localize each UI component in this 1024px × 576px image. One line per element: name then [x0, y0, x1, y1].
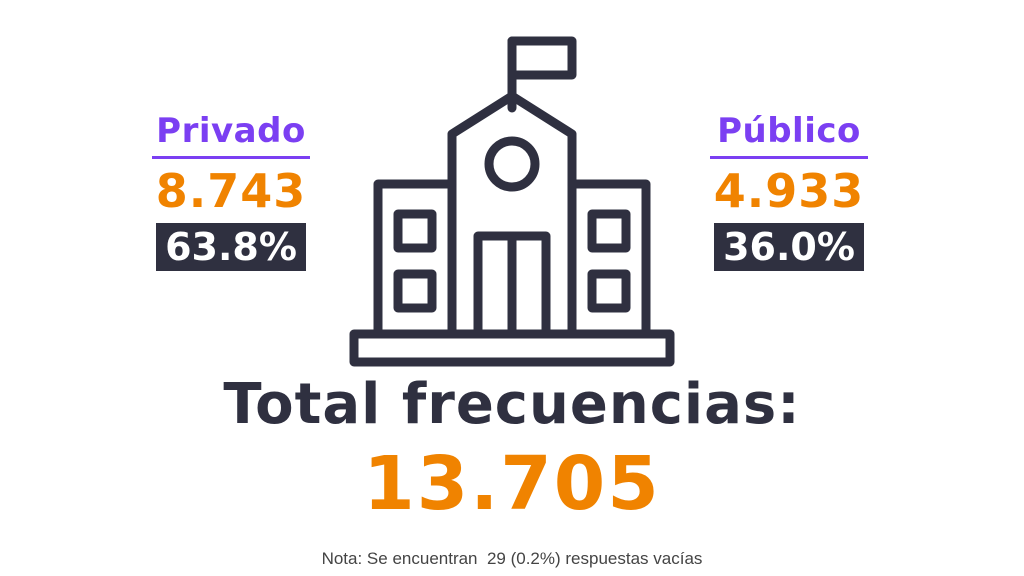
school-building-icon — [349, 36, 675, 367]
publico-label: Público — [710, 110, 868, 159]
note-text: Nota: Se encuentran 29 (0.2%) respuestas… — [321, 549, 703, 568]
privado-value: 8.743 — [155, 164, 307, 218]
publico-block: Público 4.933 36.0% — [704, 110, 874, 271]
total-label: Total frecuencias: — [223, 372, 801, 437]
privado-block: Privado 8.743 63.8% — [146, 110, 316, 271]
total-value: 13.705 — [363, 441, 661, 527]
publico-percent: 36.0% — [714, 223, 864, 271]
privado-percent: 63.8% — [156, 223, 306, 271]
privado-label: Privado — [152, 110, 310, 159]
publico-value: 4.933 — [713, 164, 865, 218]
